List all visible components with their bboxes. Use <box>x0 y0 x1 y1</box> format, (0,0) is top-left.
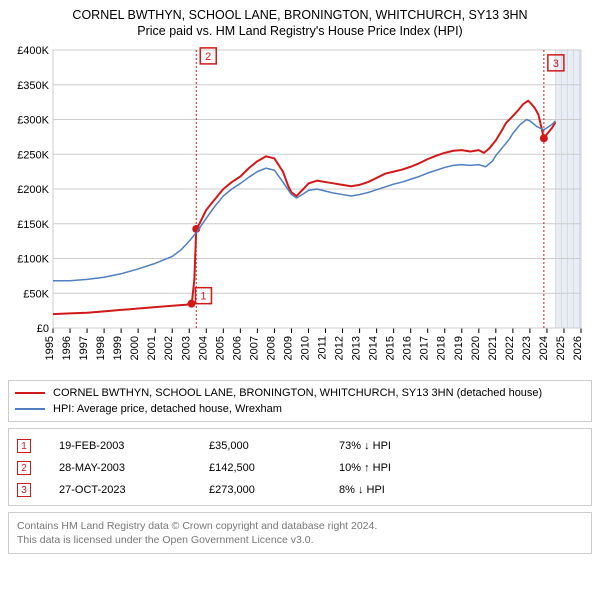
transactions-table: 1 19-FEB-2003 £35,000 73% ↓ HPI 2 28-MAY… <box>8 428 592 506</box>
svg-text:£200K: £200K <box>17 184 49 196</box>
page-container: CORNEL BWTHYN, SCHOOL LANE, BRONINGTON, … <box>0 0 600 560</box>
svg-text:2023: 2023 <box>521 336 533 360</box>
row-pct: 8% ↓ HPI <box>339 484 583 496</box>
svg-text:2008: 2008 <box>265 336 277 360</box>
svg-text:2021: 2021 <box>487 336 499 360</box>
svg-text:£250K: £250K <box>17 149 49 161</box>
row-marker: 1 <box>17 439 31 453</box>
svg-text:2018: 2018 <box>436 336 448 360</box>
legend-label: HPI: Average price, detached house, Wrex… <box>53 403 282 415</box>
svg-text:2016: 2016 <box>402 336 414 360</box>
svg-text:2006: 2006 <box>231 336 243 360</box>
svg-text:1999: 1999 <box>112 336 124 360</box>
svg-text:2009: 2009 <box>282 336 294 360</box>
row-pct: 73% ↓ HPI <box>339 440 583 452</box>
svg-text:3: 3 <box>553 58 559 70</box>
svg-text:2004: 2004 <box>197 336 209 360</box>
svg-text:2000: 2000 <box>129 336 141 360</box>
row-date: 28-MAY-2003 <box>59 462 209 474</box>
svg-text:2024: 2024 <box>538 336 550 360</box>
legend-item: CORNEL BWTHYN, SCHOOL LANE, BRONINGTON, … <box>15 385 585 401</box>
svg-text:2026: 2026 <box>572 336 584 360</box>
svg-text:2011: 2011 <box>317 336 329 360</box>
svg-text:2017: 2017 <box>419 336 431 360</box>
svg-text:2013: 2013 <box>351 336 363 360</box>
svg-text:2015: 2015 <box>385 336 397 360</box>
svg-text:2022: 2022 <box>504 336 516 360</box>
svg-text:2007: 2007 <box>248 336 260 360</box>
svg-text:£350K: £350K <box>17 80 49 92</box>
row-price: £142,500 <box>209 462 339 474</box>
svg-text:£100K: £100K <box>17 254 49 266</box>
footer-line-1: Contains HM Land Registry data © Crown c… <box>17 519 583 533</box>
row-date: 27-OCT-2023 <box>59 484 209 496</box>
svg-text:£400K: £400K <box>17 45 49 57</box>
svg-text:1998: 1998 <box>95 336 107 360</box>
svg-text:2025: 2025 <box>555 336 567 360</box>
legend-item: HPI: Average price, detached house, Wrex… <box>15 401 585 417</box>
legend: CORNEL BWTHYN, SCHOOL LANE, BRONINGTON, … <box>8 380 592 422</box>
svg-text:2012: 2012 <box>334 336 346 360</box>
svg-text:2: 2 <box>205 51 211 63</box>
svg-text:2020: 2020 <box>470 336 482 360</box>
svg-text:2010: 2010 <box>299 336 311 360</box>
svg-text:2014: 2014 <box>368 336 380 360</box>
row-price: £273,000 <box>209 484 339 496</box>
table-row: 1 19-FEB-2003 £35,000 73% ↓ HPI <box>17 435 583 457</box>
title-line-2: Price paid vs. HM Land Registry's House … <box>6 24 594 38</box>
row-price: £35,000 <box>209 440 339 452</box>
row-pct: 10% ↑ HPI <box>339 462 583 474</box>
row-marker: 3 <box>17 483 31 497</box>
svg-text:£300K: £300K <box>17 115 49 127</box>
svg-text:2002: 2002 <box>163 336 175 360</box>
svg-text:£150K: £150K <box>17 219 49 231</box>
svg-text:1997: 1997 <box>78 336 90 360</box>
legend-swatch <box>15 392 45 394</box>
svg-text:2019: 2019 <box>453 336 465 360</box>
line-chart: £0 £50K £100K £150K £200K £250K £300K £350K £400… <box>9 44 591 374</box>
chart-title-block: CORNEL BWTHYN, SCHOOL LANE, BRONINGTON, … <box>6 8 594 38</box>
svg-text:2005: 2005 <box>214 336 226 360</box>
title-line-1: CORNEL BWTHYN, SCHOOL LANE, BRONINGTON, … <box>6 8 594 22</box>
legend-label: CORNEL BWTHYN, SCHOOL LANE, BRONINGTON, … <box>53 387 542 399</box>
svg-text:1: 1 <box>200 291 206 303</box>
svg-text:1996: 1996 <box>61 336 73 360</box>
svg-text:2001: 2001 <box>146 336 158 360</box>
svg-text:1995: 1995 <box>44 336 56 360</box>
svg-text:£0: £0 <box>37 323 49 335</box>
table-row: 2 28-MAY-2003 £142,500 10% ↑ HPI <box>17 457 583 479</box>
chart-area: £0 £50K £100K £150K £200K £250K £300K £350K £400… <box>9 44 591 374</box>
legend-swatch <box>15 408 45 410</box>
row-date: 19-FEB-2003 <box>59 440 209 452</box>
svg-text:2003: 2003 <box>180 336 192 360</box>
table-row: 3 27-OCT-2023 £273,000 8% ↓ HPI <box>17 479 583 501</box>
row-marker: 2 <box>17 461 31 475</box>
footer-line-2: This data is licensed under the Open Gov… <box>17 533 583 547</box>
attribution-footer: Contains HM Land Registry data © Crown c… <box>8 512 592 554</box>
svg-text:£50K: £50K <box>23 288 49 300</box>
